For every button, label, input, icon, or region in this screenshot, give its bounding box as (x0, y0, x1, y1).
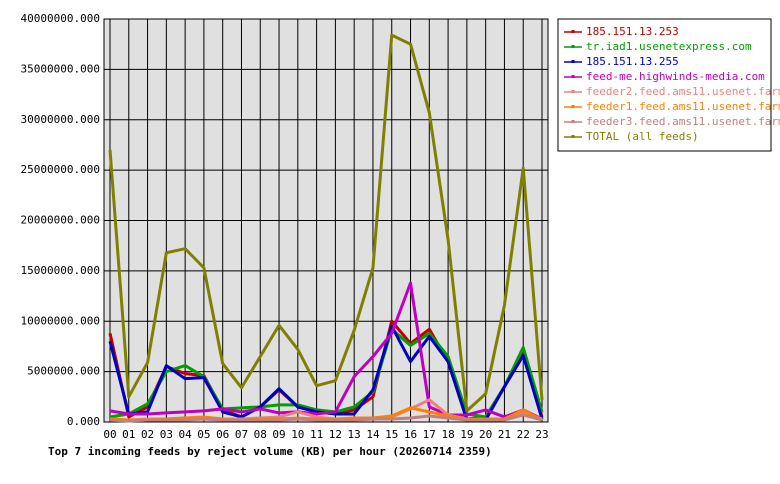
x-tick-label: 03 (160, 428, 173, 441)
series-line (109, 281, 543, 421)
y-tick-label: 40000000.000 (21, 12, 100, 25)
legend-label: feeder2.feed.ams11.usenet.farm (586, 85, 780, 98)
x-tick-label: 13 (348, 428, 361, 441)
y-tick-label: 10000000.000 (21, 314, 100, 327)
legend-label: feed-me.highwinds-media.com (586, 70, 765, 83)
legend-marker (571, 45, 575, 48)
x-tick-label: 15 (385, 428, 398, 441)
legend-marker (571, 120, 575, 123)
x-tick-label: 06 (216, 428, 229, 441)
x-tick-label: 14 (366, 428, 380, 441)
x-tick-label: 21 (498, 428, 511, 441)
x-tick-label: 23 (535, 428, 548, 441)
legend-label: feeder1.feed.ams11.usenet.farm (586, 100, 780, 113)
y-tick-label: 15000000.000 (21, 264, 100, 277)
x-tick-label: 12 (329, 428, 342, 441)
x-tick-label: 02 (141, 428, 154, 441)
x-tick-label: 18 (441, 428, 454, 441)
x-tick-label: 11 (310, 428, 323, 441)
series-line (108, 33, 544, 413)
x-tick-label: 05 (197, 428, 210, 441)
legend-marker (571, 135, 575, 138)
x-tick-label: 04 (179, 428, 193, 441)
y-tick-label: 5000000.000 (27, 365, 100, 378)
x-tick-label: 00 (103, 428, 116, 441)
y-tick-label: 25000000.000 (21, 163, 100, 176)
legend-label: TOTAL (all feeds) (586, 130, 699, 143)
legend-label: feeder3.feed.ams11.usenet.farm (586, 115, 780, 128)
x-tick-label: 22 (517, 428, 530, 441)
chart-title: Top 7 incoming feeds by reject volume (K… (48, 445, 492, 458)
x-tick-label: 01 (122, 428, 135, 441)
x-tick-label: 08 (254, 428, 267, 441)
x-tick-label: 16 (404, 428, 417, 441)
x-tick-label: 09 (272, 428, 285, 441)
y-tick-label: 30000000.000 (21, 113, 100, 126)
y-tick-label: 35000000.000 (21, 62, 100, 75)
series-line (109, 413, 543, 423)
legend-label: 185.151.13.253 (586, 25, 679, 38)
legend-marker (571, 30, 575, 33)
legend-label: 185.151.13.255 (586, 55, 679, 68)
legend-marker (571, 75, 575, 78)
x-tick-label: 10 (291, 428, 304, 441)
legend-marker (571, 105, 575, 108)
x-tick-label: 17 (423, 428, 436, 441)
legend-label: tr.iad1.usenetexpress.com (586, 40, 752, 53)
legend-marker (571, 60, 575, 63)
y-tick-label: 0.000 (67, 415, 100, 428)
x-tick-label: 19 (460, 428, 473, 441)
legend-box (557, 18, 772, 152)
x-tick-label: 20 (479, 428, 492, 441)
plot-border (103, 18, 549, 423)
x-tick-label: 07 (235, 428, 248, 441)
y-tick-label: 20000000.000 (21, 214, 100, 227)
legend-marker (571, 90, 575, 93)
